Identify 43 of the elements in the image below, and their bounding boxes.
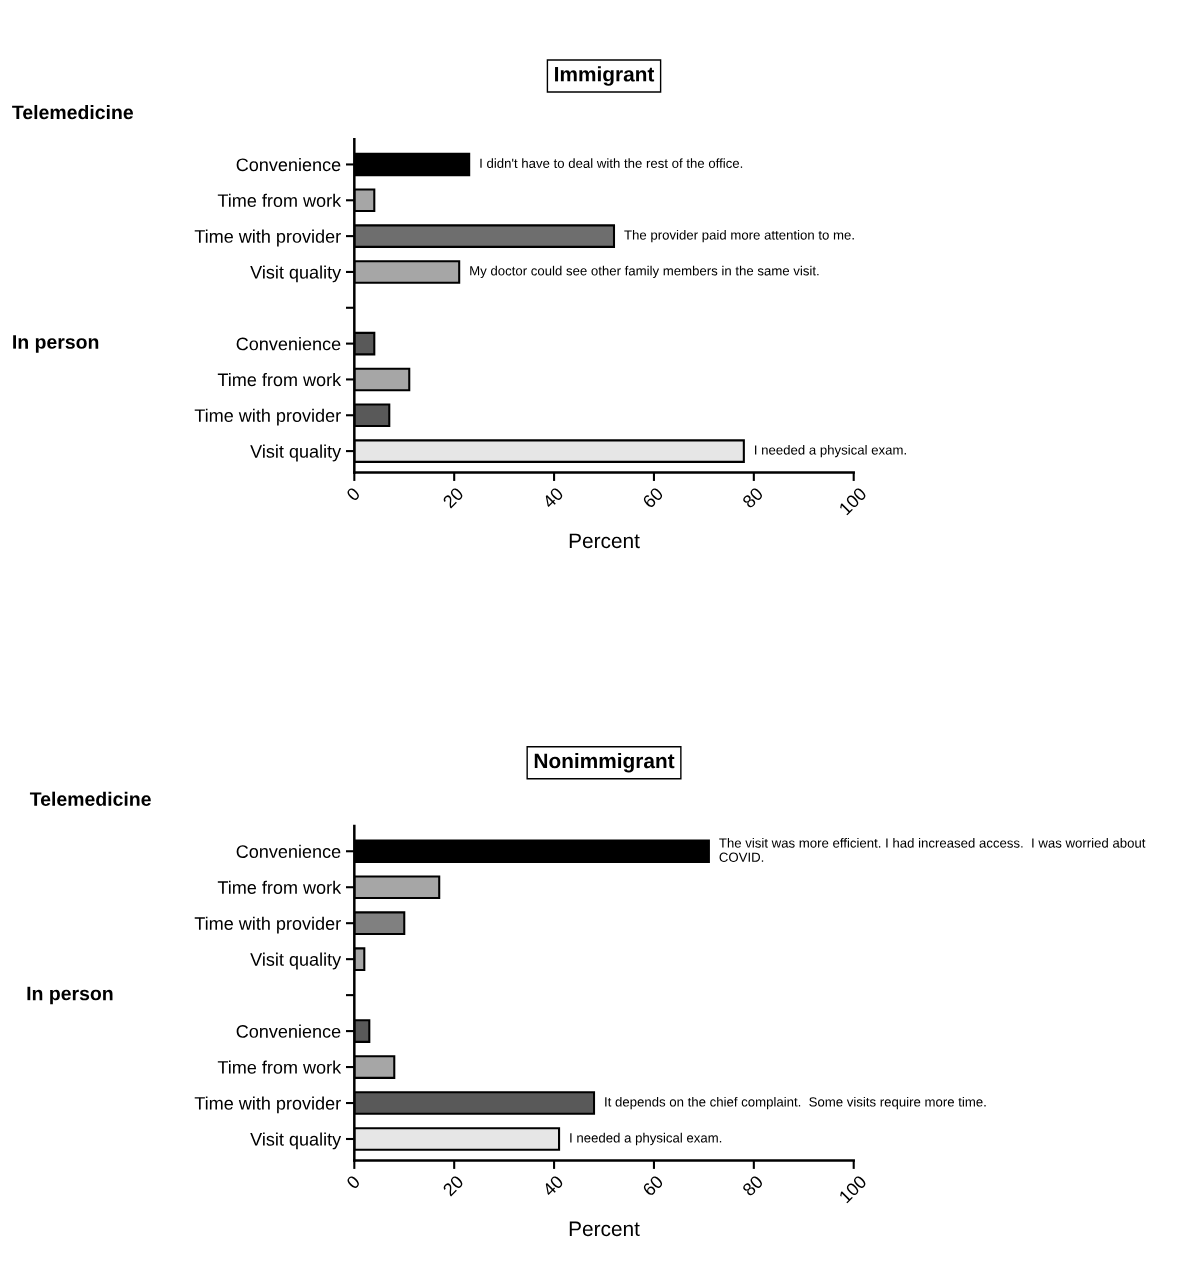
y-tick-label: Convenience: [236, 337, 341, 351]
y-tick-label: Time from work: [217, 193, 342, 207]
y-tick-label: Convenience: [236, 157, 341, 172]
y-tick-label: Convenience: [236, 844, 341, 858]
x-tick-label: 40: [541, 1174, 565, 1198]
data-label: The provider paid more attention to me.: [624, 229, 854, 243]
y-tick-label: Convenience: [236, 1024, 341, 1038]
y-tick-label: Visit quality: [250, 265, 342, 283]
y-tick-label: Time with provider: [194, 229, 341, 247]
x-tick-label: 0: [345, 486, 361, 502]
x-tick-label: 0: [345, 1174, 361, 1190]
chart-title: Immigrant: [555, 66, 655, 86]
x-tick-label: 100: [838, 1174, 868, 1204]
x-tick-label: 100: [838, 486, 868, 516]
data-label: The visit was more efficient. I had increased access. I was worried about COVID.: [719, 838, 1146, 862]
data-label: It depends on the chief complaint. Some visits require more time.: [605, 1096, 986, 1110]
y-tick-label: Time with provider: [194, 408, 341, 426]
y-tick-label: Visit quality: [250, 444, 342, 462]
x-tick-label: 80: [741, 486, 764, 509]
text: Telemedicine: [29, 791, 151, 806]
x-axis-title: Percent: [569, 533, 640, 549]
x-tick-label: 60: [641, 1174, 664, 1197]
y-tick-label: Time with provider: [194, 916, 341, 934]
text: Telemedicine: [12, 104, 133, 120]
x-tick-label: 80: [741, 1174, 764, 1197]
chart-title: Nonimmigrant: [534, 752, 675, 773]
text: In person: [27, 986, 113, 1005]
data-label: I needed a physical exam.: [755, 444, 906, 458]
data-label: I needed a physical exam.: [570, 1132, 722, 1146]
y-tick-label: Visit quality: [250, 1132, 342, 1150]
x-tick-label: 60: [641, 486, 664, 509]
data-label: I didn't have to deal with the rest of the office.: [480, 158, 743, 168]
y-tick-label: Visit quality: [250, 952, 342, 970]
y-tick-label: Time with provider: [194, 1096, 341, 1114]
x-tick-label: 20: [442, 486, 465, 509]
x-tick-label: 20: [442, 1174, 465, 1197]
y-tick-label: Time from work: [217, 1060, 342, 1074]
x-axis-title: Percent: [569, 1221, 640, 1237]
data-label: My doctor could see other family members in the same visit.: [470, 265, 819, 279]
y-tick-label: Time from work: [217, 880, 342, 894]
x-tick-label: 40: [541, 486, 565, 510]
text: In person: [13, 335, 99, 353]
y-tick-label: Time from work: [217, 372, 342, 387]
